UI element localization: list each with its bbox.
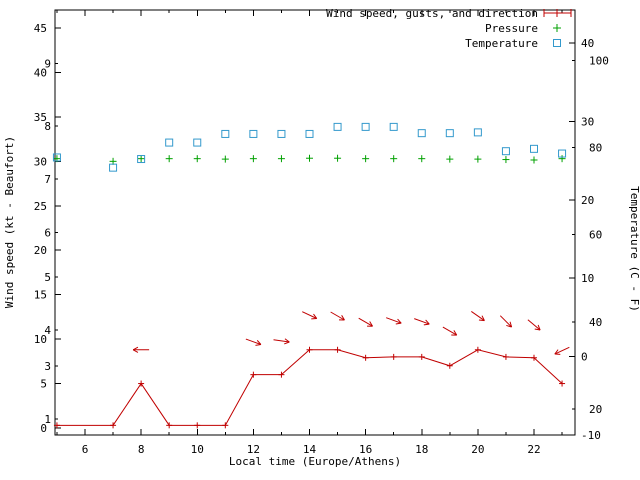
celsius-tick-label: 20 — [581, 194, 594, 207]
legend-label: Wind speed, gusts, and direction — [326, 7, 538, 20]
x-tick-label: 16 — [359, 443, 372, 456]
legend-label: Pressure — [485, 22, 538, 35]
fahrenheit-tick-label: 60 — [589, 229, 602, 242]
beaufort-tick-label: 6 — [44, 226, 51, 239]
wind-speed-series — [53, 346, 566, 429]
celsius-tick-label: 30 — [581, 115, 594, 128]
x-tick-label: 22 — [527, 443, 540, 456]
celsius-tick-label: 0 — [581, 351, 588, 364]
x-axis: 6 8 10 12 14 16 18 20 22 — [56, 10, 563, 456]
beaufort-tick-label: 5 — [44, 271, 51, 284]
legend-label: Temperature — [465, 37, 538, 50]
x-tick-label: 8 — [138, 443, 145, 456]
left-axis-title: Wind speed (kt - Beaufort) — [3, 136, 16, 308]
right-axis: -10 0 10 20 30 40 20 40 60 80 100 — [569, 37, 609, 442]
kt-tick-label: 45 — [34, 22, 47, 35]
plot-border — [54, 9, 576, 436]
fahrenheit-tick-label: 40 — [589, 316, 602, 329]
beaufort-tick-label: 7 — [44, 173, 51, 186]
kt-tick-label: 25 — [34, 200, 47, 213]
x-tick-label: 12 — [247, 443, 260, 456]
x-tick-label: 18 — [415, 443, 428, 456]
kt-tick-label: 30 — [34, 155, 47, 168]
axis-titles: Wind speed (kt - Beaufort) Temperature (C… — [3, 136, 640, 468]
x-tick-label: 14 — [303, 443, 317, 456]
x-tick-label: 10 — [191, 443, 204, 456]
kt-tick-label: 40 — [34, 66, 47, 79]
kt-tick-label: 10 — [34, 333, 47, 346]
temperature-series — [52, 122, 567, 172]
kt-tick-label: 5 — [40, 378, 47, 391]
kt-tick-label: 35 — [34, 111, 47, 124]
kt-tick-label: 15 — [34, 289, 47, 302]
fahrenheit-tick-label: 20 — [589, 403, 602, 416]
kt-tick-label: 20 — [34, 244, 47, 257]
x-tick-label: 20 — [471, 443, 484, 456]
legend: Wind speed, gusts, and direction Pressure… — [326, 7, 572, 50]
fahrenheit-tick-label: 80 — [589, 142, 602, 155]
x-tick-label: 6 — [82, 443, 89, 456]
beaufort-tick-label: 3 — [44, 360, 51, 373]
beaufort-tick-label: 1 — [44, 413, 51, 426]
kt-tick-label: 0 — [40, 422, 47, 435]
celsius-tick-label: 10 — [581, 272, 594, 285]
celsius-tick-label: -10 — [581, 429, 601, 442]
celsius-tick-label: 40 — [581, 37, 594, 50]
beaufort-tick-label: 4 — [44, 324, 51, 337]
pressure-series — [53, 154, 566, 165]
right-axis-title: Temperature (C - F) — [628, 186, 640, 312]
beaufort-tick-label: 8 — [44, 120, 51, 133]
wind-arrow-series — [132, 311, 570, 355]
x-axis-title: Local time (Europe/Athens) — [229, 455, 401, 468]
beaufort-tick-label: 9 — [44, 58, 51, 71]
fahrenheit-tick-label: 100 — [589, 54, 609, 67]
